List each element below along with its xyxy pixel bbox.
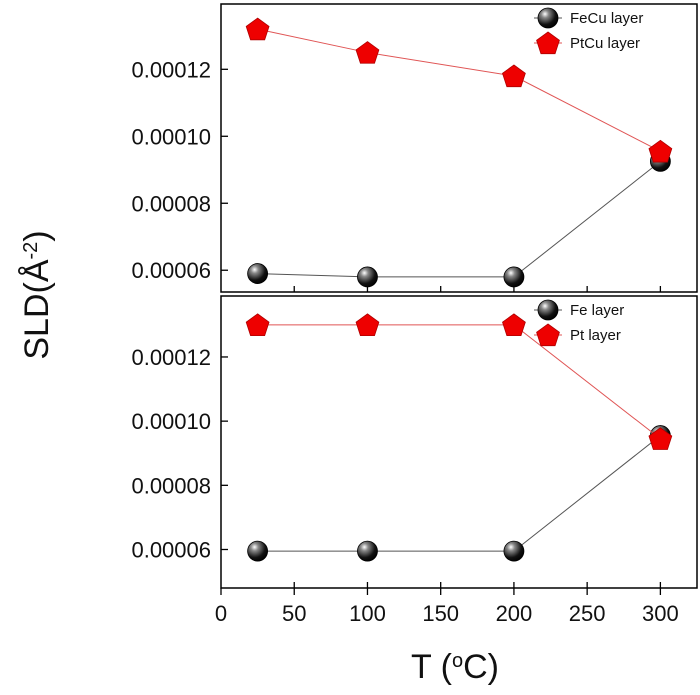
x-axis-title-sup: o <box>452 650 463 672</box>
x-tick-label: 50 <box>282 601 306 626</box>
data-point <box>502 64 526 88</box>
y-tick-label: 0.00008 <box>131 473 211 498</box>
data-point <box>357 266 378 288</box>
legend-label: Fe layer <box>570 302 624 319</box>
legend-marker <box>537 7 559 29</box>
data-point <box>355 313 380 336</box>
series-line <box>257 28 661 152</box>
plot-frame <box>220 3 698 293</box>
y-tick-label: 0.00008 <box>131 191 211 216</box>
data-point <box>245 17 270 41</box>
x-axis: 0 50 100 150 200 250 300 <box>215 588 679 626</box>
y-tick-label: 0.00010 <box>131 409 211 434</box>
panel-bottom: 0.00006 0.00008 0.00010 0.00012 Fe layer Pt l… <box>131 295 698 589</box>
y-tick-label: 0.00006 <box>131 537 211 562</box>
y-axis-title: SLD(Å-2) <box>18 230 56 359</box>
data-point <box>503 266 525 288</box>
data-point <box>648 427 673 450</box>
series-line <box>257 324 661 440</box>
legend-label: PtCu layer <box>570 35 640 52</box>
y-tick-label: 0.00006 <box>131 258 211 283</box>
data-point <box>648 139 673 163</box>
series-line <box>257 435 661 552</box>
y-tick-label: 0.00012 <box>131 345 211 370</box>
legend-marker <box>537 299 559 321</box>
data-point <box>503 540 525 562</box>
x-axis-title-prefix: T ( <box>411 648 453 686</box>
plot-frame <box>220 295 698 589</box>
y-axis-title-prefix: SLD(Å <box>18 259 56 359</box>
x-tick-label: 150 <box>422 601 459 626</box>
x-axis-title: T (oC) <box>411 648 499 686</box>
legend-label: FeCu layer <box>570 10 643 27</box>
data-point <box>357 540 378 562</box>
legend-marker <box>536 31 560 55</box>
y-axis-title-sup: -2 <box>20 242 42 260</box>
legend-label: Pt layer <box>570 327 621 344</box>
x-tick-label: 100 <box>349 601 386 626</box>
x-tick-label: 200 <box>496 601 533 626</box>
data-point <box>502 313 526 336</box>
x-axis-title-suffix: C) <box>463 648 499 686</box>
y-tick-label: 0.00010 <box>131 124 211 149</box>
panel-top: 0.00006 0.00008 0.00010 0.00012 FeCu layer Pt… <box>131 3 698 293</box>
series-line <box>257 161 661 278</box>
y-tick-label: 0.00012 <box>131 57 211 82</box>
x-tick-label: 300 <box>642 601 679 626</box>
data-point <box>355 41 380 64</box>
legend-marker <box>536 323 560 347</box>
y-axis-title-suffix: ) <box>18 230 56 241</box>
data-point <box>247 263 269 284</box>
x-tick-label: 0 <box>215 601 227 626</box>
x-tick-label: 250 <box>569 601 606 626</box>
data-point <box>245 313 270 336</box>
data-point <box>247 540 269 562</box>
